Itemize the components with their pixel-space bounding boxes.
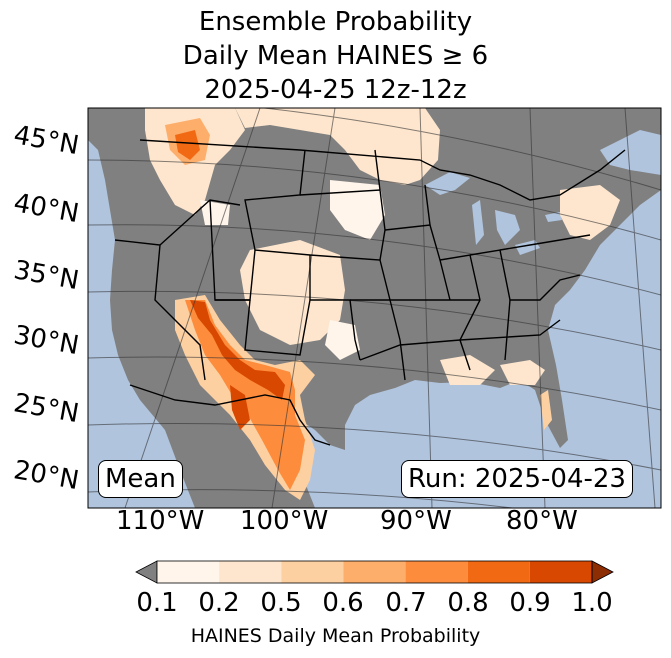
great-lakes: [425, 172, 562, 255]
colorbar-cell-2: [281, 561, 344, 583]
colorbar-cells: [157, 561, 592, 583]
baja-peninsula: [150, 380, 210, 508]
hudson-bay-gulf: [600, 130, 661, 175]
lon-label-80: 80°W: [506, 506, 578, 536]
colorbar-tick-6: 0.9: [509, 588, 551, 618]
title-line-3: 2025-04-25 12z-12z: [204, 75, 467, 105]
colorbar-cell-0: [157, 561, 220, 583]
map-frame: [87, 107, 662, 509]
colorbar-tick-1: 0.2: [198, 588, 240, 618]
probability-field: [145, 108, 620, 500]
colorbar-cell-5: [467, 561, 530, 583]
colorbar-tick-2: 0.5: [260, 588, 302, 618]
colorbar-tick-7: 1.0: [571, 588, 613, 618]
colorbar-frame: [156, 560, 593, 584]
title-line-1: Ensemble Probability: [198, 7, 473, 37]
graticule: [88, 108, 661, 508]
colorbar-cell-6: [529, 561, 592, 583]
colorbar-tick-4: 0.7: [385, 588, 427, 618]
lon-label-110: 110°W: [116, 506, 205, 536]
colorbar-tick-0: 0.1: [136, 588, 178, 618]
colorbar-cell-3: [343, 561, 406, 583]
lon-label-100: 100°W: [240, 506, 329, 536]
lon-label-90: 90°W: [380, 506, 452, 536]
colorbar-tick-5: 0.8: [447, 588, 489, 618]
colorbar-tick-3: 0.6: [322, 588, 364, 618]
colorbar-over-arrow: [591, 560, 614, 584]
run-date-box: Run: 2025-04-23: [401, 460, 633, 498]
political-borders: [114, 139, 626, 446]
colorbar-under-arrow: [135, 560, 158, 584]
colorbar-cell-1: [219, 561, 282, 583]
title-line-2: Daily Mean HAINES ≥ 6: [182, 41, 489, 71]
mean-label-box: Mean: [98, 460, 183, 498]
colorbar-cell-4: [405, 561, 468, 583]
colorbar-label: HAINES Daily Mean Probability: [190, 625, 481, 647]
